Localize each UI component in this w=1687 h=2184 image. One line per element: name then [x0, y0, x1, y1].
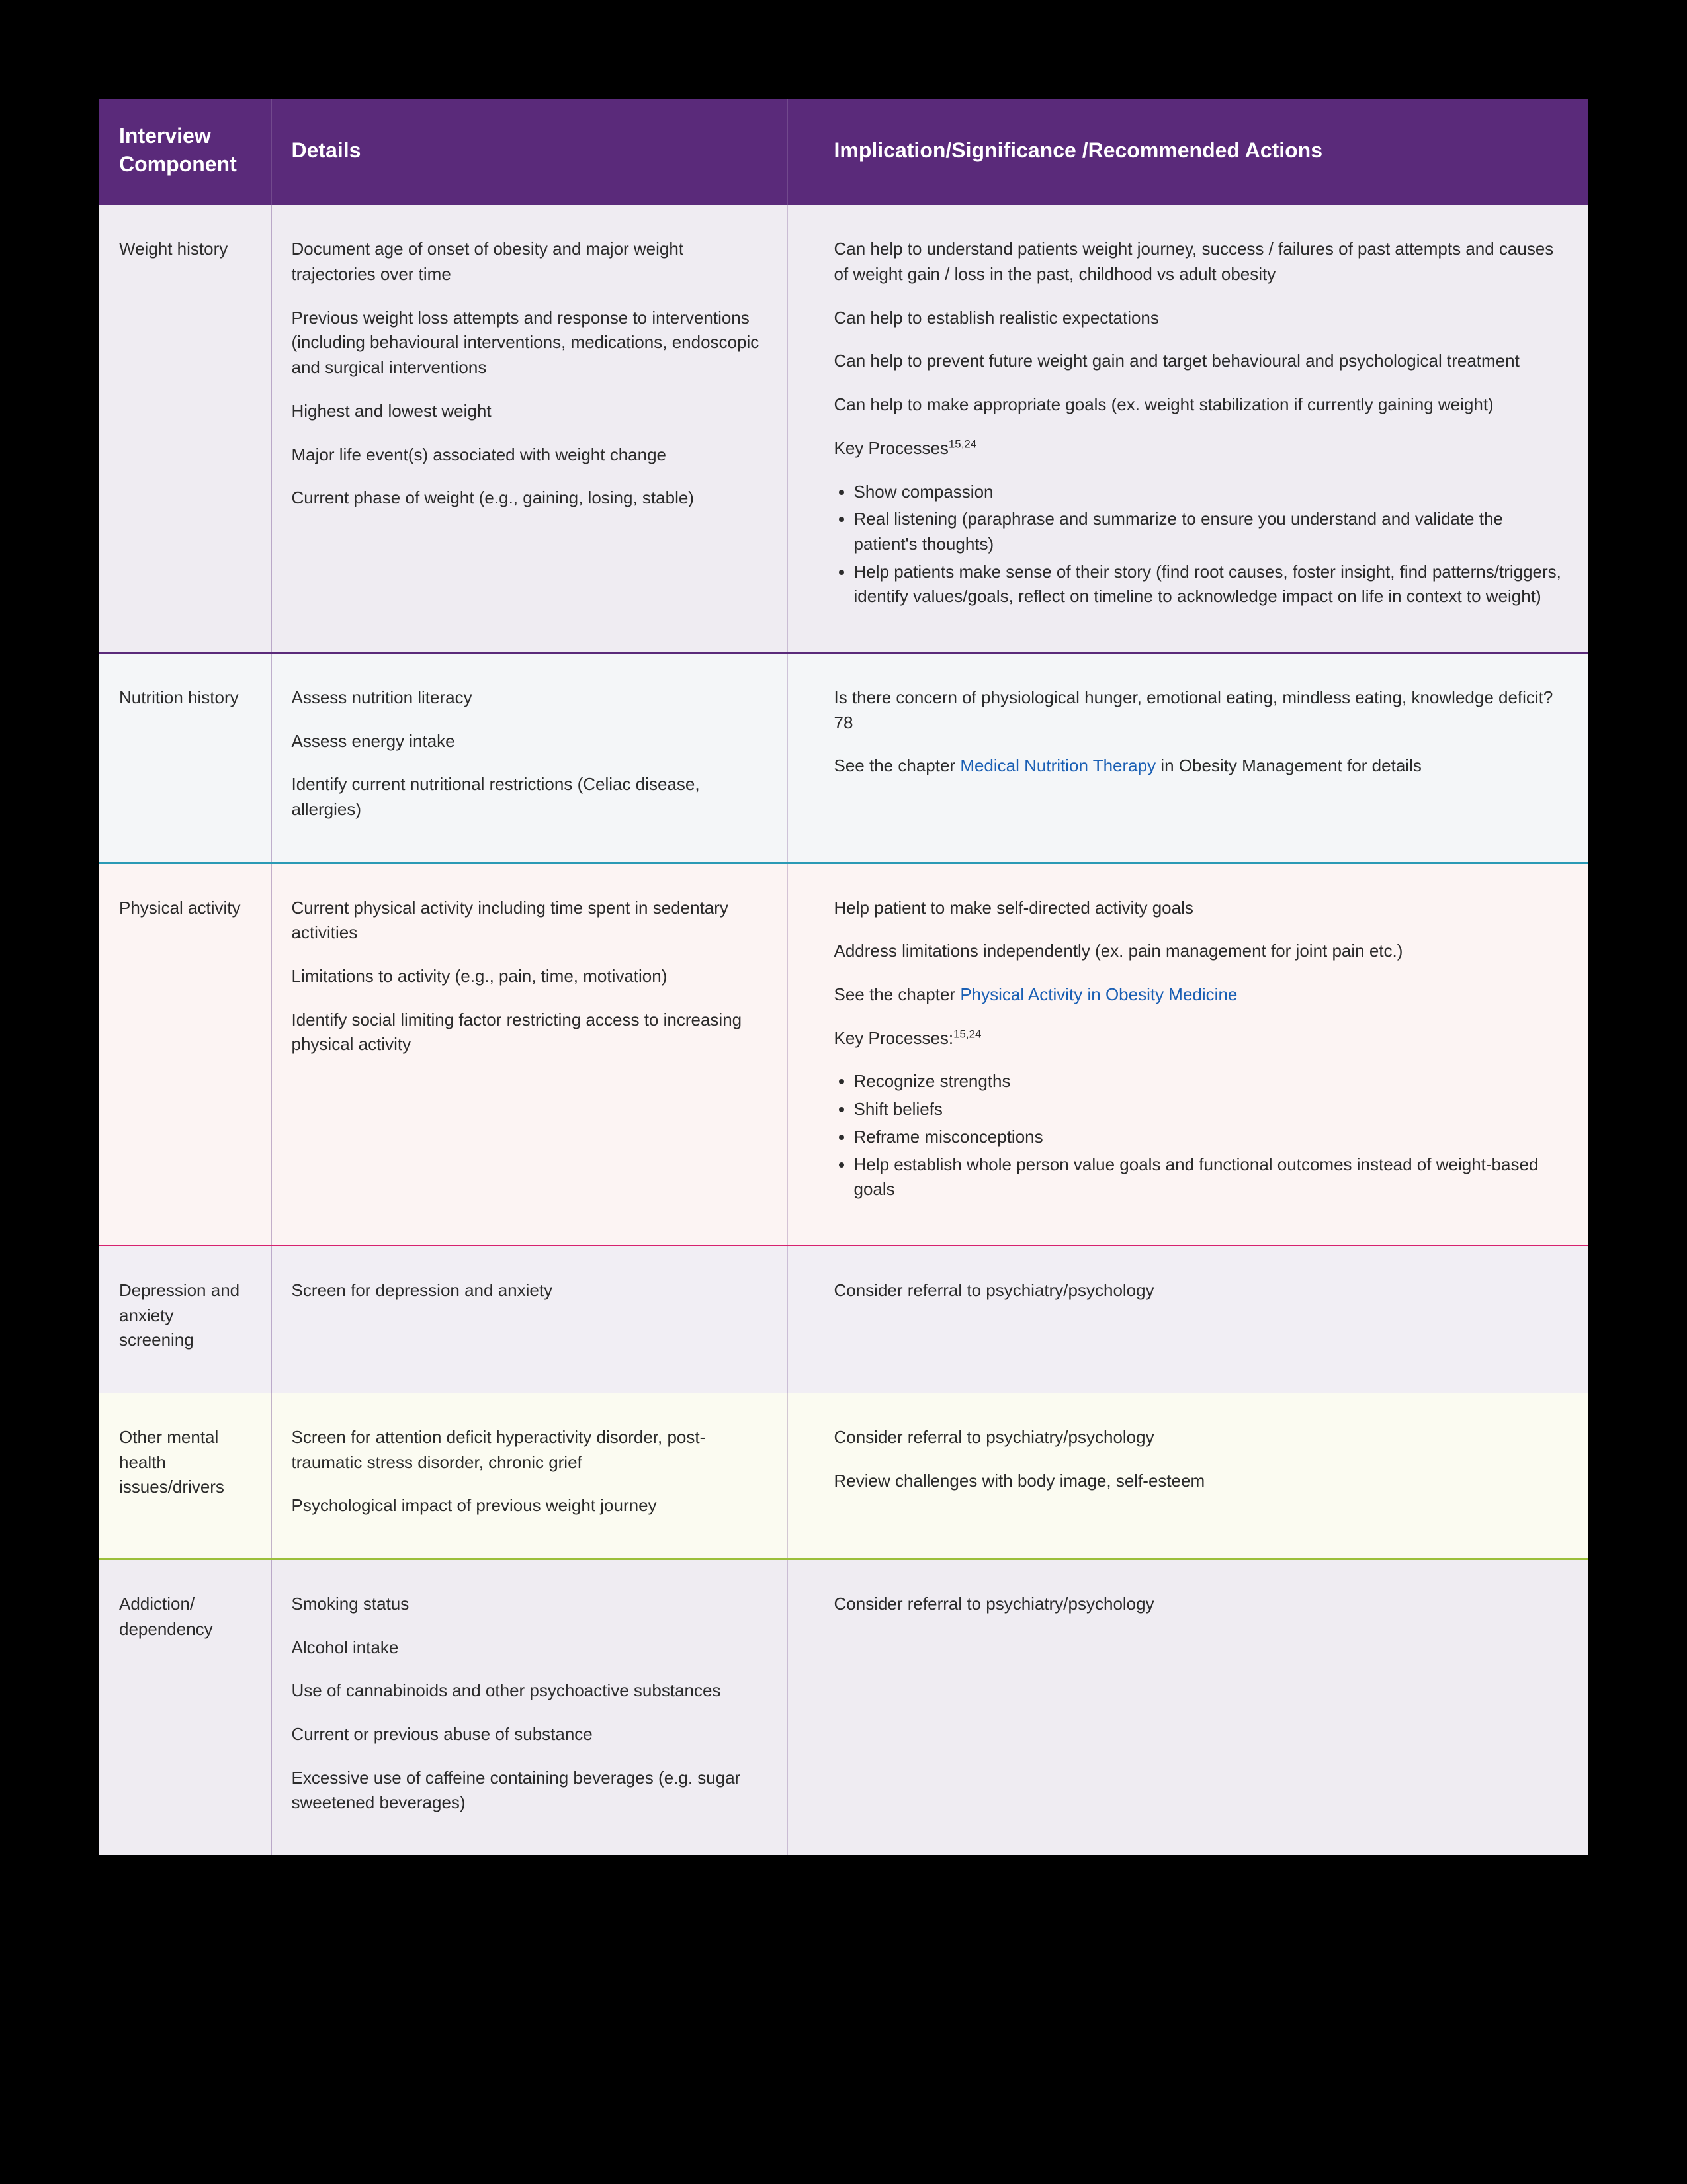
implication-text: Can help to understand patients weight j… — [834, 237, 1569, 286]
list-item: Shift beliefs — [854, 1097, 1569, 1122]
col-spacer — [787, 863, 814, 1245]
col-spacer — [787, 652, 814, 863]
see-chapter-text: See the chapter Medical Nutrition Therap… — [834, 754, 1569, 779]
detail-text: Identify current nutritional restriction… — [292, 772, 767, 822]
row-label: Nutrition history — [99, 652, 271, 863]
col-spacer — [787, 1245, 814, 1393]
detail-text: Major life event(s) associated with weig… — [292, 443, 767, 468]
col-header-implications: Implication/Significance /Recommended Ac… — [814, 99, 1588, 205]
row-label: Other mental health issues/drivers — [99, 1393, 271, 1559]
see-pre: See the chapter — [834, 756, 961, 775]
detail-text: Document age of onset of obesity and maj… — [292, 237, 767, 286]
row-implications: Help patient to make self-directed activ… — [814, 863, 1588, 1245]
citation-sup: 15,24 — [953, 1027, 981, 1040]
col-spacer — [787, 1393, 814, 1559]
implication-text: Is there concern of physiological hunger… — [834, 685, 1569, 735]
interview-components-table: Interview Component Details Implication/… — [99, 99, 1588, 1855]
citation-sup: 15,24 — [949, 437, 976, 450]
table-row: Depression and anxiety screening Screen … — [99, 1245, 1588, 1393]
row-implications: Can help to understand patients weight j… — [814, 205, 1588, 652]
row-implications: Consider referral to psychiatry/psycholo… — [814, 1393, 1588, 1559]
detail-text: Screen for attention deficit hyperactivi… — [292, 1425, 767, 1475]
detail-text: Highest and lowest weight — [292, 399, 767, 424]
row-details: Assess nutrition literacy Assess energy … — [271, 652, 787, 863]
row-implications: Is there concern of physiological hunger… — [814, 652, 1588, 863]
implication-text: Consider referral to psychiatry/psycholo… — [834, 1592, 1569, 1617]
chapter-link[interactable]: Medical Nutrition Therapy — [960, 756, 1156, 775]
key-processes-list: Show compassion Real listening (paraphra… — [834, 480, 1569, 609]
col-header-details: Details — [271, 99, 787, 205]
see-post: in Obesity Management for details — [1156, 756, 1422, 775]
row-implications: Consider referral to psychiatry/psycholo… — [814, 1559, 1588, 1856]
list-item: Recognize strengths — [854, 1069, 1569, 1094]
row-implications: Consider referral to psychiatry/psycholo… — [814, 1245, 1588, 1393]
key-processes-heading: Key Processes:15,24 — [834, 1026, 1569, 1051]
implication-text: Help patient to make self-directed activ… — [834, 896, 1569, 921]
implication-text: Can help to make appropriate goals (ex. … — [834, 392, 1569, 417]
row-details: Current physical activity including time… — [271, 863, 787, 1245]
detail-text: Assess energy intake — [292, 729, 767, 754]
implication-text: Address limitations independently (ex. p… — [834, 939, 1569, 964]
list-item: Real listening (paraphrase and summarize… — [854, 507, 1569, 556]
col-spacer — [787, 205, 814, 652]
row-details: Smoking status Alcohol intake Use of can… — [271, 1559, 787, 1856]
table-header-row: Interview Component Details Implication/… — [99, 99, 1588, 205]
detail-text: Current or previous abuse of substance — [292, 1722, 767, 1747]
detail-text: Current phase of weight (e.g., gaining, … — [292, 486, 767, 511]
detail-text: Limitations to activity (e.g., pain, tim… — [292, 964, 767, 989]
list-item: Help establish whole person value goals … — [854, 1153, 1569, 1202]
detail-text: Previous weight loss attempts and respon… — [292, 306, 767, 380]
row-details: Screen for depression and anxiety — [271, 1245, 787, 1393]
row-label: Addiction/ dependency — [99, 1559, 271, 1856]
implication-text: Can help to prevent future weight gain a… — [834, 349, 1569, 374]
col-spacer — [787, 99, 814, 205]
implication-text: Review challenges with body image, self-… — [834, 1469, 1569, 1494]
detail-text: Use of cannabinoids and other psychoacti… — [292, 1679, 767, 1704]
list-item: Show compassion — [854, 480, 1569, 505]
detail-text: Screen for depression and anxiety — [292, 1278, 767, 1303]
col-header-component: Interview Component — [99, 99, 271, 205]
col-spacer — [787, 1559, 814, 1856]
table-row: Physical activity Current physical activ… — [99, 863, 1588, 1245]
key-processes-list: Recognize strengths Shift beliefs Refram… — [834, 1069, 1569, 1201]
detail-text: Assess nutrition literacy — [292, 685, 767, 711]
detail-text: Psychological impact of previous weight … — [292, 1493, 767, 1518]
key-processes-heading: Key Processes15,24 — [834, 436, 1569, 461]
list-item: Reframe misconceptions — [854, 1125, 1569, 1150]
see-pre: See the chapter — [834, 984, 961, 1004]
table-row: Weight history Document age of onset of … — [99, 205, 1588, 652]
key-processes-label: Key Processes — [834, 438, 949, 458]
table-row: Nutrition history Assess nutrition liter… — [99, 652, 1588, 863]
implication-text: Consider referral to psychiatry/psycholo… — [834, 1278, 1569, 1303]
implication-text: Can help to establish realistic expectat… — [834, 306, 1569, 331]
detail-text: Excessive use of caffeine containing bev… — [292, 1766, 767, 1815]
detail-text: Identify social limiting factor restrict… — [292, 1008, 767, 1057]
row-details: Document age of onset of obesity and maj… — [271, 205, 787, 652]
list-item: Help patients make sense of their story … — [854, 560, 1569, 609]
implication-text: Consider referral to psychiatry/psycholo… — [834, 1425, 1569, 1450]
see-chapter-text: See the chapter Physical Activity in Obe… — [834, 983, 1569, 1008]
table-row: Other mental health issues/drivers Scree… — [99, 1393, 1588, 1559]
detail-text: Current physical activity including time… — [292, 896, 767, 945]
row-details: Screen for attention deficit hyperactivi… — [271, 1393, 787, 1559]
key-processes-label: Key Processes: — [834, 1028, 954, 1048]
table-row: Addiction/ dependency Smoking status Alc… — [99, 1559, 1588, 1856]
row-label: Weight history — [99, 205, 271, 652]
detail-text: Smoking status — [292, 1592, 767, 1617]
chapter-link[interactable]: Physical Activity in Obesity Medicine — [960, 984, 1237, 1004]
row-label: Depression and anxiety screening — [99, 1245, 271, 1393]
row-label: Physical activity — [99, 863, 271, 1245]
detail-text: Alcohol intake — [292, 1636, 767, 1661]
